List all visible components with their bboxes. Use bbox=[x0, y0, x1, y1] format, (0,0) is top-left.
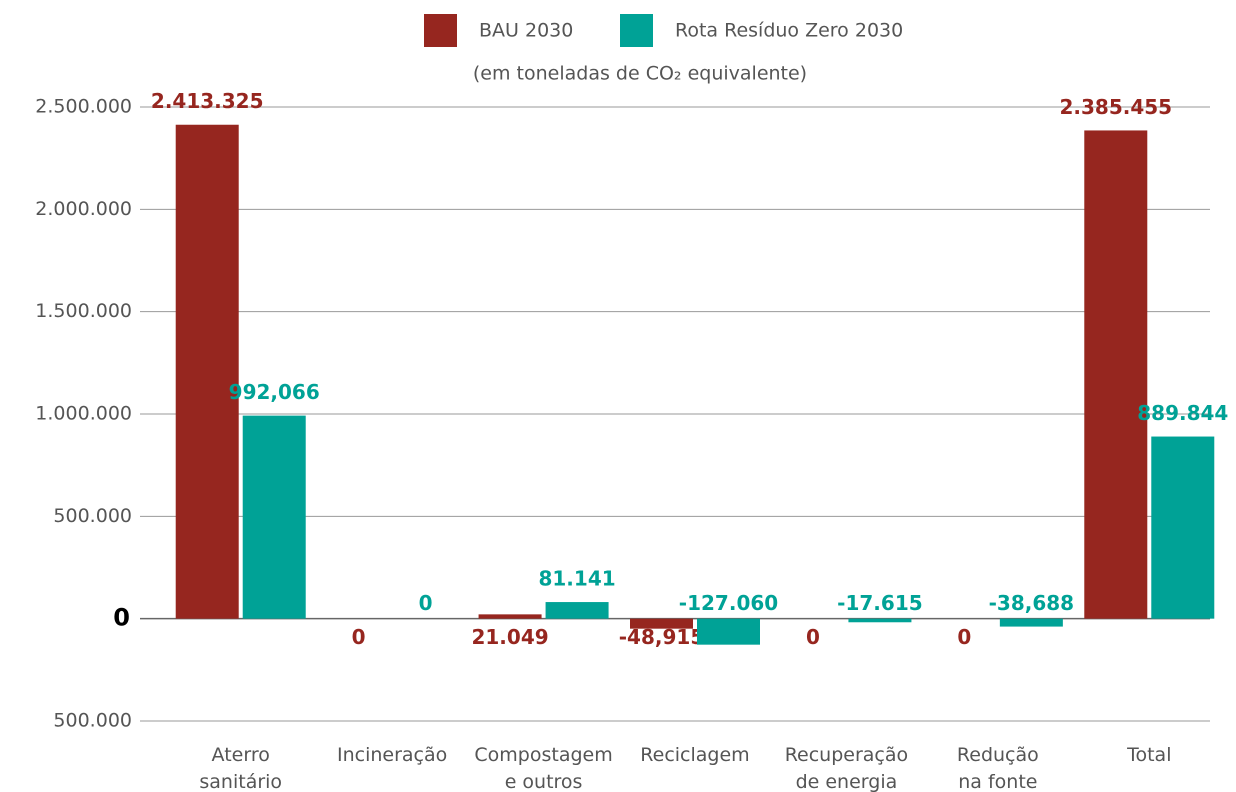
x-tick-line: e outros bbox=[505, 771, 583, 792]
bar bbox=[848, 618, 912, 623]
bar bbox=[175, 124, 239, 619]
value-label: 81.141 bbox=[538, 567, 615, 591]
x-tick-line: Redução bbox=[957, 744, 1039, 766]
y-tick-label: 500.000 bbox=[53, 505, 132, 527]
y-tick-label: 0 bbox=[113, 604, 130, 632]
value-label: 21.049 bbox=[471, 625, 548, 649]
x-tick-line: de energia bbox=[796, 771, 898, 792]
value-label: 2.413.325 bbox=[151, 89, 264, 113]
x-tick-label: Incineração bbox=[337, 744, 447, 766]
x-tick-label: Aterro sanitário bbox=[199, 744, 282, 792]
value-label: 0 bbox=[419, 591, 433, 615]
legend-label: Rota Resíduo Zero 2030 bbox=[675, 20, 903, 42]
x-tick-line: sanitário bbox=[199, 771, 282, 792]
x-tick-line: Compostagem bbox=[474, 744, 612, 766]
x-tick-line: Recuperação bbox=[785, 744, 908, 766]
x-tick-line: Reciclagem bbox=[640, 744, 749, 766]
value-label: -48,915 bbox=[619, 625, 704, 649]
x-tick-line: Aterro bbox=[212, 744, 270, 766]
value-label: -38,688 bbox=[989, 591, 1074, 615]
x-tick-label: Reciclagem bbox=[640, 744, 749, 766]
value-label: 0 bbox=[352, 625, 366, 649]
value-label: 2.385.455 bbox=[1059, 95, 1172, 119]
x-tick-label: Recuperação de energia bbox=[785, 744, 908, 792]
y-tick-label: 2.000.000 bbox=[35, 198, 132, 220]
value-label: 992,066 bbox=[229, 380, 320, 404]
bar bbox=[1084, 130, 1148, 619]
value-label: 889.844 bbox=[1137, 401, 1228, 425]
x-tick-label: Redução na fonte bbox=[957, 744, 1039, 792]
y-tick-label: 2.500.000 bbox=[35, 96, 132, 118]
y-tick-label: 1.000.000 bbox=[35, 403, 132, 425]
y-tick-label: 1.500.000 bbox=[35, 300, 132, 322]
value-label: -17.615 bbox=[837, 591, 922, 615]
bar bbox=[1151, 436, 1215, 619]
bar bbox=[242, 415, 306, 619]
bar bbox=[478, 614, 542, 619]
x-tick-line: Incineração bbox=[337, 744, 447, 766]
bar bbox=[999, 618, 1063, 627]
chart-subtitle: (em toneladas de CO₂ equivalente) bbox=[473, 63, 807, 85]
x-tick-line: na fonte bbox=[958, 771, 1037, 792]
x-tick-label: Total bbox=[1126, 744, 1171, 766]
bar bbox=[545, 602, 609, 619]
value-label: 0 bbox=[957, 625, 971, 649]
x-tick-label: Compostagem e outros bbox=[474, 744, 612, 792]
y-tick-label: 500.000 bbox=[53, 710, 132, 732]
legend-swatch bbox=[620, 14, 653, 47]
x-tick-line: Total bbox=[1126, 744, 1171, 766]
value-label: 0 bbox=[806, 625, 820, 649]
bar bbox=[697, 618, 760, 645]
bar bbox=[630, 618, 693, 629]
legend-label: BAU 2030 bbox=[479, 20, 573, 42]
legend-swatch bbox=[424, 14, 457, 47]
value-label: -127.060 bbox=[679, 591, 778, 615]
